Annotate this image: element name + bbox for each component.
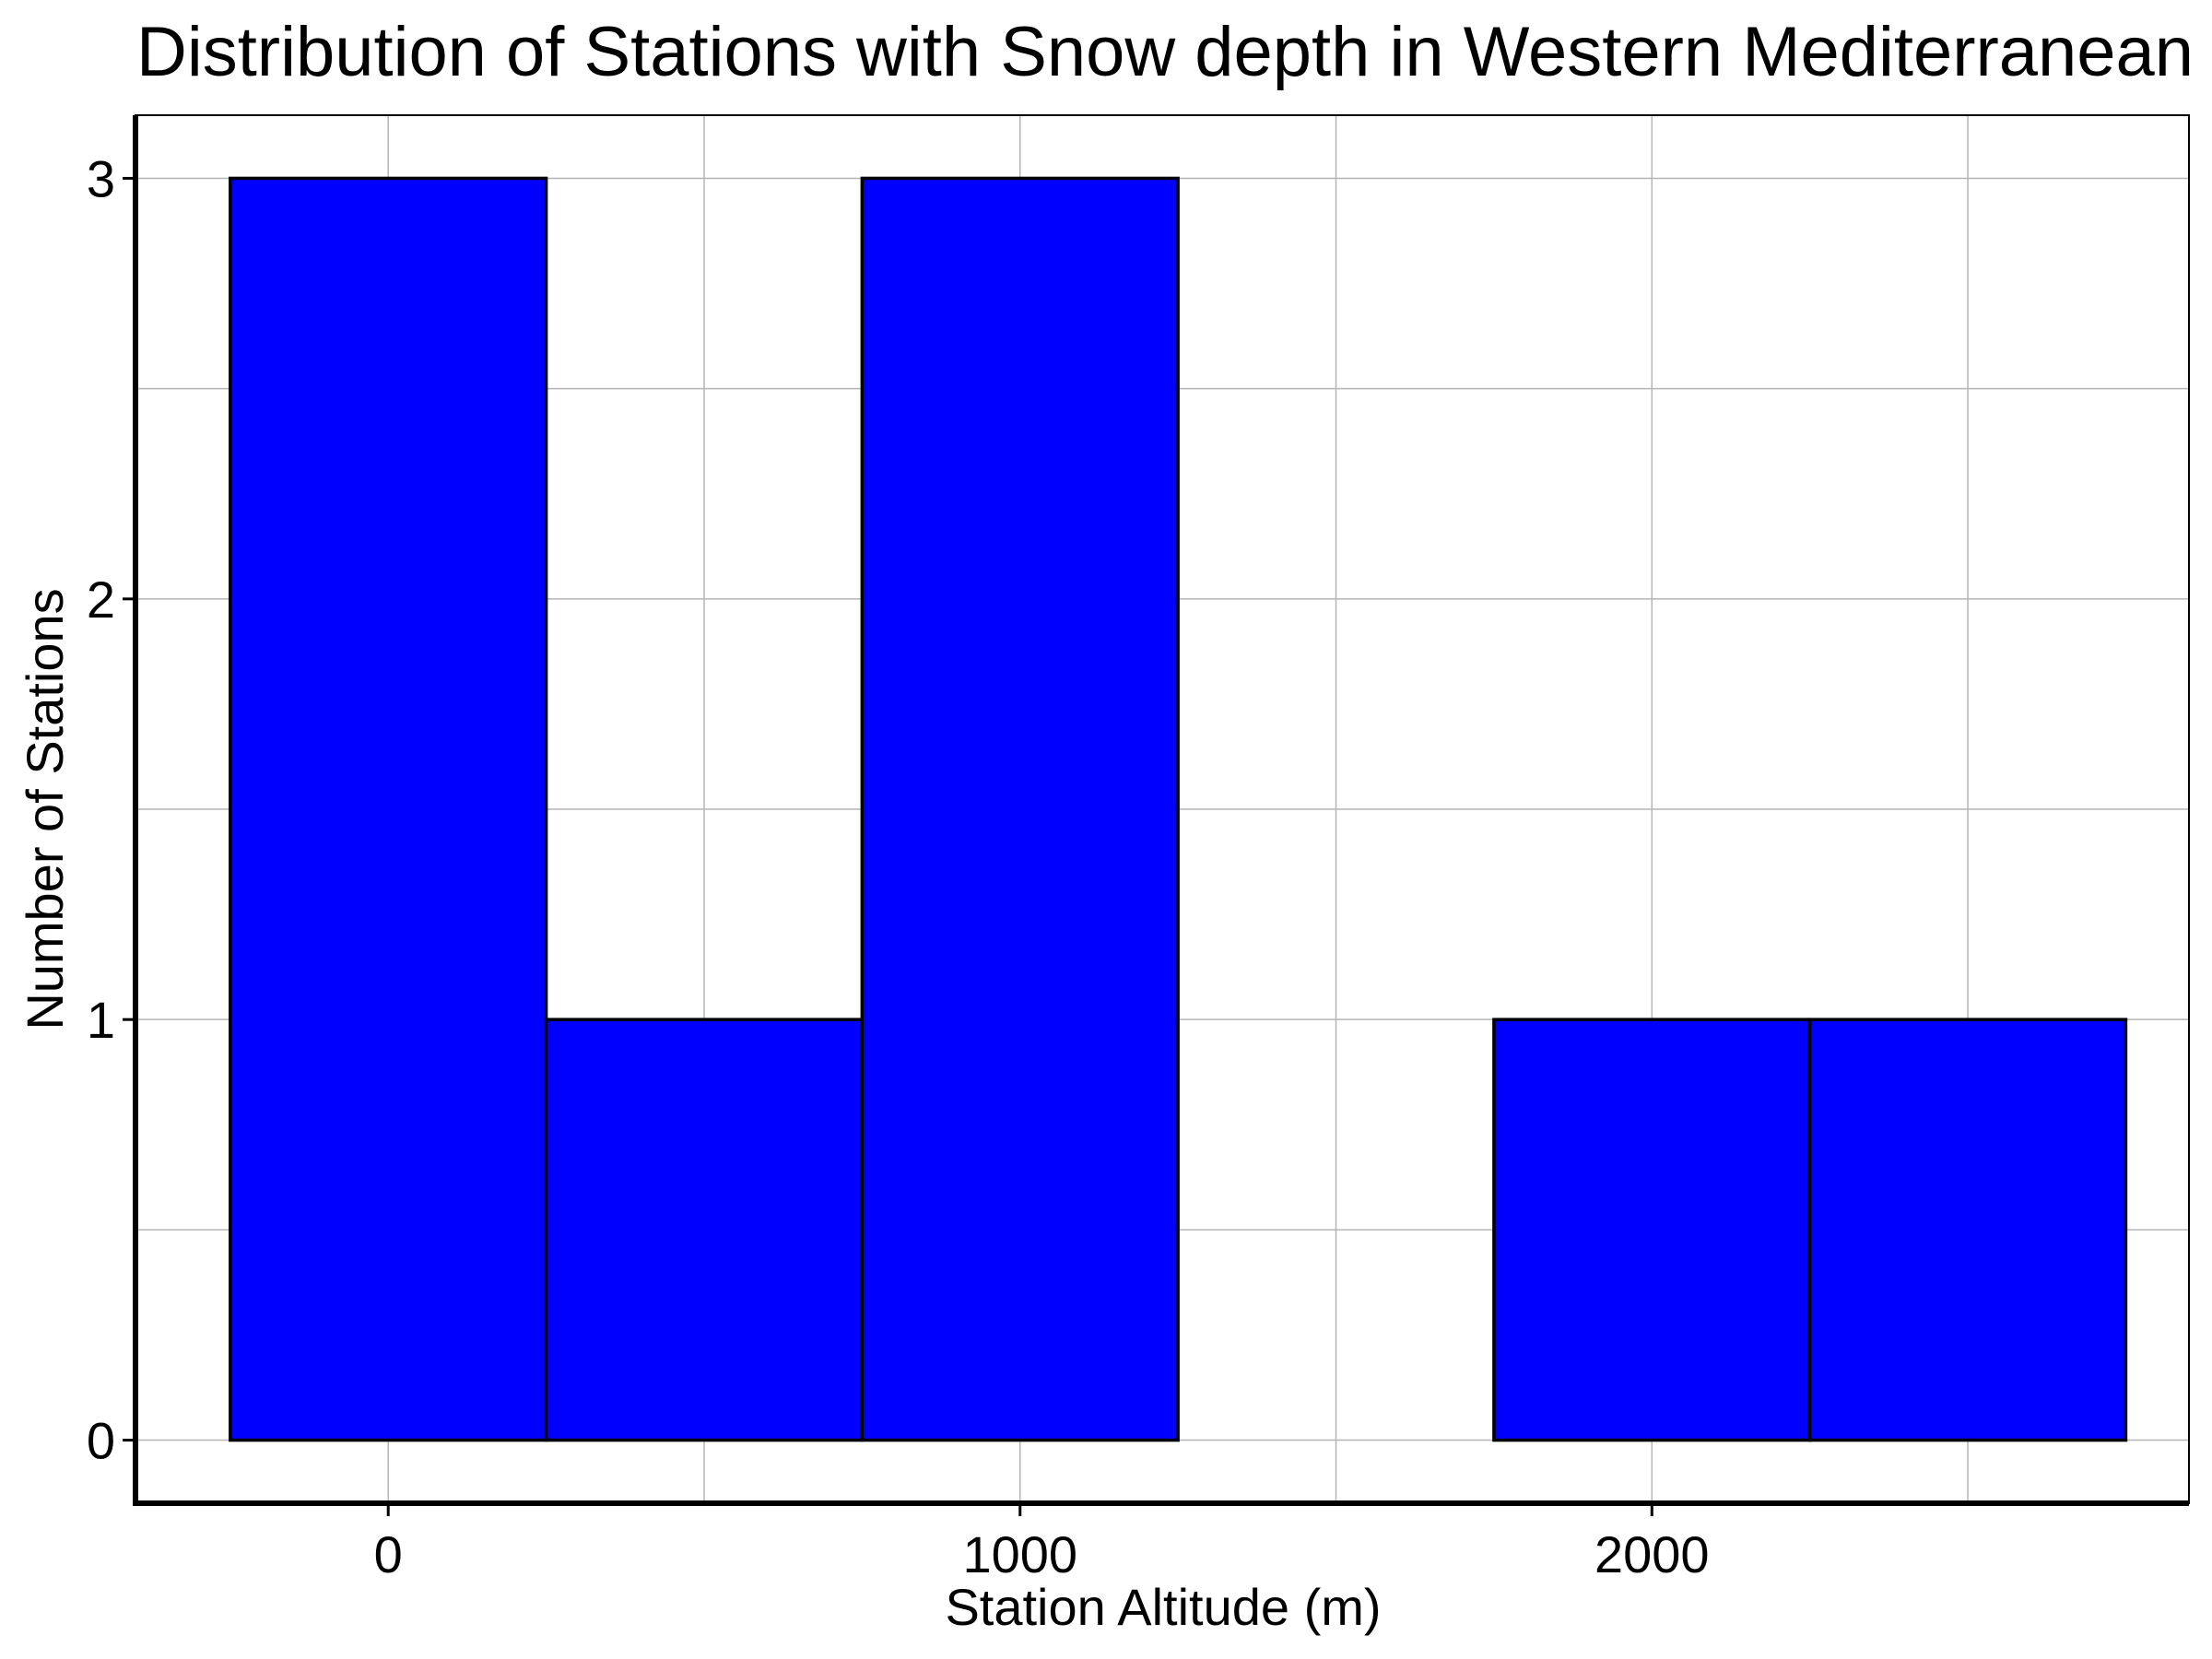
- histogram-bars: [229, 176, 2128, 1442]
- histogram-bar: [1492, 1018, 1812, 1442]
- y-tick-label: 3: [87, 149, 115, 207]
- x-tick-label: 1000: [962, 1525, 1077, 1583]
- histogram-bar: [544, 1018, 865, 1442]
- chart-title: Distribution of Stations with Snow depth…: [136, 13, 2194, 91]
- y-axis-ticks: 0 1 2 3: [87, 149, 135, 1470]
- y-tick-label: 2: [87, 571, 115, 629]
- y-axis-title: Number of Stations: [16, 588, 74, 1030]
- x-axis-ticks: 0 1000 2000: [374, 1503, 1710, 1583]
- y-tick-label: 1: [87, 991, 115, 1049]
- y-tick-label: 0: [87, 1412, 115, 1470]
- histogram-bar: [1807, 1018, 2128, 1442]
- histogram-bar: [860, 176, 1180, 1442]
- x-axis-title: Station Altitude (m): [945, 1578, 1381, 1636]
- x-tick-label: 2000: [1594, 1525, 1710, 1583]
- histogram-bar: [229, 176, 548, 1442]
- x-tick-label: 0: [374, 1525, 403, 1583]
